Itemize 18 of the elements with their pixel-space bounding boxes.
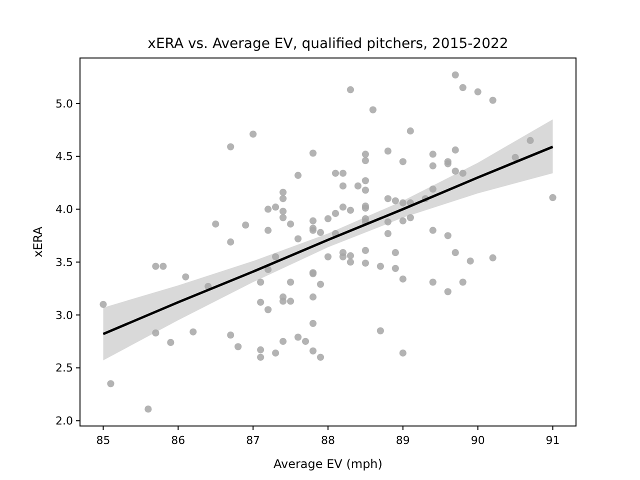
x-tick-label: 87 (246, 434, 260, 447)
x-tick-label: 85 (96, 434, 110, 447)
y-tick-label: 4.5 (56, 150, 73, 164)
x-tick-label: 89 (396, 434, 410, 447)
x-axis-title: Average EV (mph) (274, 457, 382, 471)
x-tick-label: 88 (321, 434, 335, 447)
y-axis-title: xERA (31, 226, 45, 258)
y-tick-label: 2.0 (56, 414, 73, 428)
y-tick-label: 4.0 (56, 203, 73, 216)
y-tick-label: 3.0 (56, 308, 73, 322)
x-tick-label: 90 (470, 434, 485, 447)
x-tick-label: 91 (546, 434, 560, 447)
y-tick-label: 3.5 (56, 256, 73, 269)
chart-title: xERA vs. Average EV, qualified pitchers, 2015-2022 (148, 36, 508, 52)
y-tick-label: 2.5 (56, 362, 73, 375)
y-tick-label: 5.0 (56, 97, 73, 110)
x-tick-label: 86 (171, 434, 186, 447)
line-series (102, 146, 554, 336)
